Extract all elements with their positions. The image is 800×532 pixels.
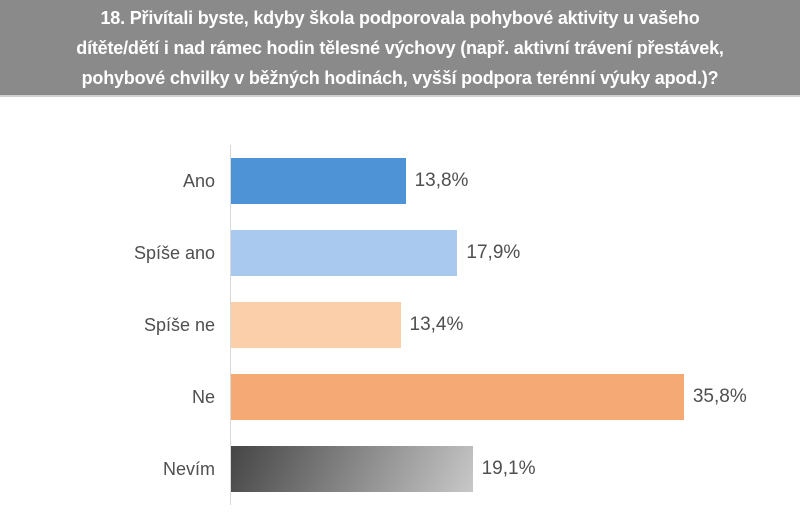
bar-ne	[231, 374, 684, 420]
value-label: 35,8%	[692, 386, 747, 407]
bar-chart: Ano 13,8% Spíše ano 17,9% Spíše ne 13,4% Ne 35,…	[0, 145, 800, 505]
bar-spise-ne	[231, 302, 401, 348]
value-label: 13,8%	[414, 170, 469, 191]
chart-row: Nevím 19,1%	[0, 433, 800, 505]
category-label: Ano	[182, 170, 215, 191]
bar-track: 35,8%	[230, 361, 800, 433]
bar-track: 17,9%	[230, 217, 800, 289]
bar-ano	[231, 158, 406, 204]
category-label: Ne	[191, 386, 215, 407]
value-label: 13,4%	[409, 314, 464, 335]
category-label: Nevím	[162, 458, 215, 479]
chart-row: Ne 35,8%	[0, 361, 800, 433]
bar-track: 13,8%	[230, 145, 800, 217]
bar-nevim	[231, 446, 473, 492]
bar-track: 19,1%	[230, 433, 800, 505]
chart-row: Spíše ano 17,9%	[0, 217, 800, 289]
category-label: Spíše ano	[133, 242, 215, 263]
chart-title: 18. Přivítali byste, kdyby škola podporo…	[0, 0, 800, 97]
value-label: 19,1%	[481, 458, 536, 479]
bar-track: 13,4%	[230, 289, 800, 361]
chart-row: Spíše ne 13,4%	[0, 289, 800, 361]
bar-spise-ano	[231, 230, 458, 276]
value-label: 17,9%	[466, 242, 521, 263]
chart-row: Ano 13,8%	[0, 145, 800, 217]
category-label: Spíše ne	[143, 314, 215, 335]
